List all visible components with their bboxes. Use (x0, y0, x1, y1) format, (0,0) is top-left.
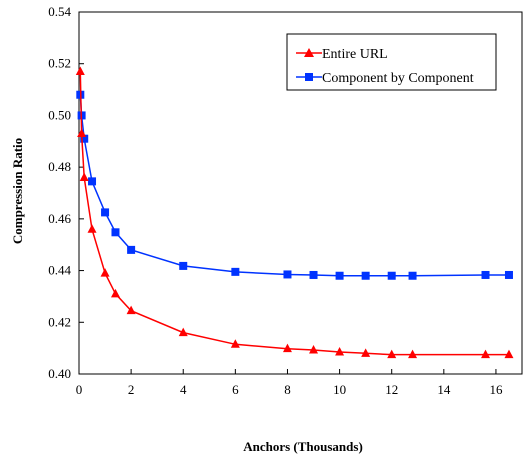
series (75, 66, 514, 359)
data-point-component-by-component (127, 245, 136, 254)
data-point-entire-url (126, 305, 136, 315)
data-point-component-by-component (309, 270, 318, 279)
x-axis-title: Anchors (Thousands) (243, 439, 363, 454)
data-point-entire-url (282, 343, 292, 353)
data-point-component-by-component (80, 134, 89, 143)
y-tick-label: 0.52 (48, 56, 71, 71)
x-tick-label: 0 (76, 382, 83, 397)
x-tick-label: 12 (385, 382, 398, 397)
data-point-entire-url (178, 327, 188, 337)
data-point-component-by-component (481, 270, 490, 279)
data-point-entire-url (408, 349, 418, 359)
axes (78, 11, 523, 375)
data-point-entire-url (309, 344, 319, 354)
x-tick-label: 6 (232, 382, 239, 397)
x-tick-label: 16 (489, 382, 503, 397)
data-point-component-by-component (101, 208, 110, 217)
data-point-entire-url (481, 349, 491, 359)
data-point-entire-url (230, 339, 240, 348)
data-point-entire-url (75, 66, 85, 75)
data-point-component-by-component (179, 261, 188, 270)
data-point-component-by-component (231, 267, 240, 276)
y-tick-label: 0.46 (48, 211, 71, 226)
plot-frame (78, 11, 523, 375)
x-tick-label: 14 (437, 382, 451, 397)
data-point-entire-url (110, 288, 120, 298)
y-tick-label: 0.44 (48, 263, 71, 278)
data-point-entire-url (100, 268, 110, 277)
data-point-component-by-component (88, 177, 97, 186)
data-point-entire-url (504, 349, 514, 359)
data-point-component-by-component (283, 270, 292, 279)
data-point-entire-url (387, 349, 397, 359)
data-point-component-by-component (504, 270, 513, 279)
legend-marker-component (305, 73, 313, 81)
data-point-entire-url (335, 347, 345, 356)
tick-labels: 0 2 4 6 8 10 12 14 16 0.40 0.42 0.44 0.46 0.48 0.50 0.5… (48, 4, 503, 397)
data-point-entire-url (77, 128, 87, 138)
legend: Entire URL Component by Component (286, 33, 497, 91)
data-point-entire-url (361, 348, 371, 357)
legend-marker-entire-url (304, 48, 314, 57)
y-tick-label: 0.48 (48, 159, 71, 174)
y-tick-label: 0.54 (48, 4, 71, 19)
y-tick-label: 0.50 (48, 107, 71, 122)
x-tick-label: 8 (284, 382, 291, 397)
data-point-entire-url (87, 224, 97, 233)
legend-label-component: Component by Component (322, 71, 474, 86)
y-tick-label: 0.42 (48, 314, 71, 329)
data-point-component-by-component (111, 228, 120, 237)
x-tick-label: 4 (180, 382, 187, 397)
y-axis-title: Compression Ratio (10, 138, 25, 244)
legend-label-entire-url: Entire URL (322, 47, 388, 62)
x-tick-label: 2 (128, 382, 135, 397)
y-tick-label: 0.40 (48, 366, 71, 381)
series-line-component-by-component (79, 94, 509, 277)
data-point-component-by-component (335, 271, 344, 280)
series-line-entire-url (79, 71, 509, 356)
legend-box (286, 33, 497, 91)
data-point-component-by-component (408, 271, 417, 280)
x-tick-label: 10 (333, 382, 346, 397)
data-point-entire-url (79, 172, 89, 181)
data-point-component-by-component (361, 271, 370, 280)
data-point-component-by-component (387, 271, 396, 280)
